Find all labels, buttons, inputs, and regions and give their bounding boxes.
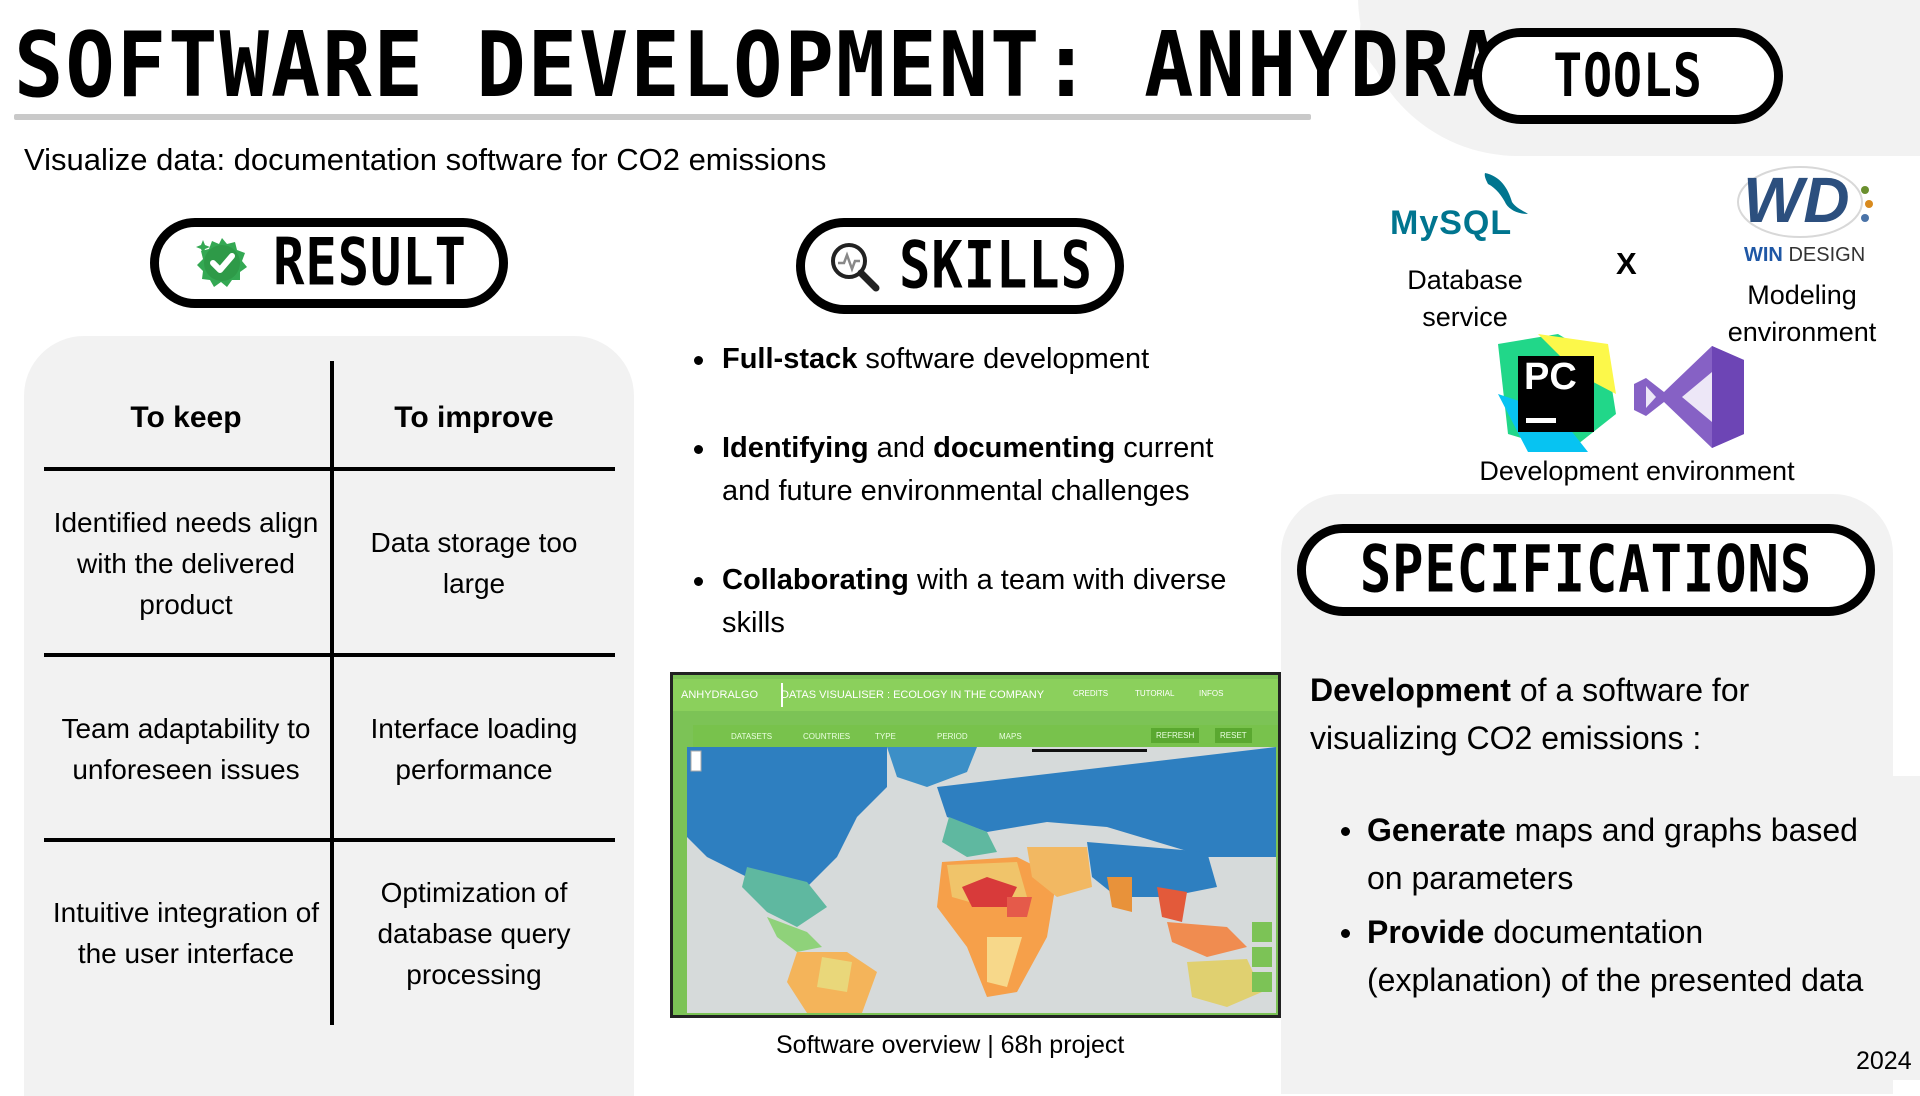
pycharm-icon [1498,334,1616,452]
specifications-intro: Development of a software for visualizin… [1310,672,1750,756]
table-cell-keep: Team adaptability to unforeseen issues [61,713,311,785]
tab-countries[interactable]: COUNTRIES [803,732,851,741]
windesign-label: Modeling environment [1727,280,1877,347]
column-header-improve: To improve [394,400,554,434]
windesign-wordmark: WIN DESIGN [1744,244,1866,266]
app-bar-divider [781,683,783,707]
screenshot-caption: Software overview | 68h project [776,1031,1125,1059]
list-item: Provide documentation (explanation) of t… [1335,908,1875,1004]
table-row-divider [44,653,615,657]
tools-heading-pill: TOOLS [1473,28,1783,124]
check-circle-icon [196,238,248,287]
app-name: ANHYDRALGO [681,689,759,701]
dev-environment-label: Development environment [1479,456,1795,486]
table-column-divider [330,361,334,1025]
pycharm-wordmark: PC [1524,356,1577,398]
credits-link[interactable]: CREDITS [1073,689,1109,698]
specifications-heading-pill: SPECIFICATIONS [1297,524,1875,616]
refresh-button[interactable]: REFRESH [1151,728,1200,743]
list-item: Generate maps and graphs based on parame… [1335,806,1875,902]
result-panel-background [24,336,634,1096]
pycharm-logo: PC [1498,334,1616,452]
skills-heading: SKILLS [899,228,1093,304]
result-heading-pill: RESULT [150,218,508,308]
page-subtitle: Visualize data: documentation software f… [24,142,827,177]
world-map[interactable] [687,747,1276,1013]
windesign-icon: WD [1737,164,1873,238]
list-item: Full-stack software development [688,338,1268,381]
visual-studio-icon [1634,346,1744,448]
tab-maps[interactable]: MAPS [999,732,1022,741]
tools-heading: TOOLS [1553,41,1703,111]
software-screenshot: ANHYDRALGO DATAS VISUALISER : ECOLOGY IN… [670,672,1281,1018]
tools-separator: X [1616,246,1637,281]
choropleth-map [687,747,1276,1013]
table-cell-improve: Optimization of database query processin… [377,876,571,990]
title-underline [14,114,1311,120]
list-item: Collaborating with a team with diverse s… [688,559,1268,645]
column-header-keep: To keep [130,400,242,434]
magnifier-chart-icon [831,243,880,292]
tutorial-link[interactable]: TUTORIAL [1135,689,1175,698]
mysql-label: Database service [1407,265,1523,332]
year-label: 2024 [1856,1047,1912,1075]
result-heading: RESULT [273,225,467,301]
app-header-bar: ANHYDRALGO DATAS VISUALISER : ECOLOGY IN… [673,679,1278,711]
app-title: DATAS VISUALISER : ECOLOGY IN THE COMPAN… [781,689,1045,701]
skills-list: Full-stack software development Identify… [688,338,1268,645]
page-title: SOFTWARE DEVELOPMENT: ANHYDRALGO [14,13,1658,119]
skills-heading-pill: SKILLS [796,218,1124,314]
svg-text:WD: WD [1743,164,1850,236]
table-cell-improve: Interface loading performance [370,713,578,785]
table-cell-improve: Data storage too large [370,527,578,599]
windesign-logo: WD WIN DESIGN [1735,160,1875,270]
tab-period[interactable]: PERIOD [937,732,968,741]
specifications-heading: SPECIFICATIONS [1359,532,1813,608]
table-header-divider [44,467,615,471]
table-cell-keep: Identified needs align with the delivere… [53,506,319,620]
tab-type[interactable]: TYPE [875,732,896,741]
right-strip-background [1890,776,1920,1080]
mysql-wordmark: MySQL [1390,204,1513,242]
tab-datasets[interactable]: DATASETS [731,732,773,741]
table-row-divider [44,838,615,842]
mysql-logo: MySQL [1390,168,1540,248]
app-nav-bar: DATASETS COUNTRIES TYPE PERIOD MAPS REFR… [693,725,1278,747]
mysql-dolphin-icon [1484,173,1528,214]
visual-studio-logo [1634,346,1744,448]
table-cell-keep: Intuitive integration of the user interf… [52,897,320,969]
infos-link[interactable]: INFOS [1199,689,1224,698]
reset-button[interactable]: RESET [1215,728,1252,743]
specifications-list: Generate maps and graphs based on parame… [1335,806,1875,1004]
list-item: Identifying and documenting current and … [688,427,1268,513]
